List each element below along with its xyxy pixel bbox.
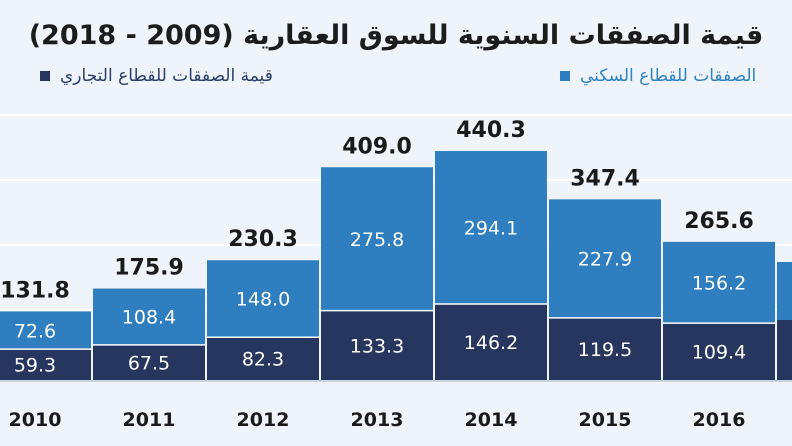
bar-residential-2016 <box>663 241 775 324</box>
label-commercial-2013: 133.3 <box>350 335 404 357</box>
label-total-2013: 409.0 <box>342 134 412 159</box>
x-tick-2013: 2013 <box>351 409 404 431</box>
label-commercial-2010: 59.3 <box>14 355 56 377</box>
x-tick-2014: 2014 <box>465 409 518 431</box>
bar-residential-2012 <box>207 260 319 338</box>
x-tick-2010: 2010 <box>9 409 62 431</box>
label-residential-2013: 275.8 <box>350 229 404 251</box>
bar-residential-2013 <box>321 167 433 311</box>
label-residential-2012: 148.0 <box>236 289 290 311</box>
bar-commercial-2016 <box>663 323 775 380</box>
bar-commercial-2013 <box>321 310 433 380</box>
legend-commercial-swatch <box>40 71 50 81</box>
bar-commercial-2014 <box>435 303 547 380</box>
x-tick-2016: 2016 <box>693 409 746 431</box>
bar-residential-2015 <box>549 199 661 318</box>
x-tick-2015: 2015 <box>579 409 632 431</box>
legend-commercial: قيمة الصفقات للقطاع التجاري <box>40 66 273 86</box>
label-commercial-2016: 109.4 <box>692 342 746 364</box>
label-total-2010: 131.8 <box>0 278 70 303</box>
bar-commercial-2011 <box>93 344 205 380</box>
label-total-2011: 175.9 <box>114 256 184 281</box>
label-total-2012: 230.3 <box>228 227 298 252</box>
bar-residential-2011 <box>93 288 205 345</box>
x-tick-2011: 2011 <box>123 409 176 431</box>
label-residential-2016: 156.2 <box>692 273 746 295</box>
legend-residential: الصفقات للقطاع السكني <box>560 66 756 86</box>
bar-residential-partial <box>777 262 792 320</box>
legend-commercial-label: قيمة الصفقات للقطاع التجاري <box>60 66 273 86</box>
bar-commercial-2010 <box>0 349 91 380</box>
label-commercial-2011: 67.5 <box>128 352 170 374</box>
bar-commercial-2015 <box>549 317 661 380</box>
label-residential-2015: 227.9 <box>578 249 632 271</box>
legend-residential-swatch <box>560 71 570 81</box>
bar-commercial-partial <box>777 320 792 380</box>
label-total-2016: 265.6 <box>684 209 754 234</box>
bar-residential-2010 <box>0 311 91 350</box>
label-residential-2011: 108.4 <box>122 307 176 329</box>
x-tick-2012: 2012 <box>237 409 290 431</box>
label-commercial-2014: 146.2 <box>464 332 518 354</box>
label-residential-2014: 294.1 <box>464 218 518 240</box>
chart-title: قيمة الصفقات السنوية للسوق العقارية (200… <box>28 20 764 51</box>
bar-residential-2014 <box>435 151 547 304</box>
label-commercial-2012: 82.3 <box>242 349 284 371</box>
legend-residential-label: الصفقات للقطاع السكني <box>580 66 757 86</box>
bar-commercial-2012 <box>207 337 319 380</box>
label-total-2015: 347.4 <box>570 166 640 191</box>
label-residential-2010: 72.6 <box>14 320 56 342</box>
label-total-2014: 440.3 <box>456 118 526 143</box>
label-commercial-2015: 119.5 <box>578 339 632 361</box>
